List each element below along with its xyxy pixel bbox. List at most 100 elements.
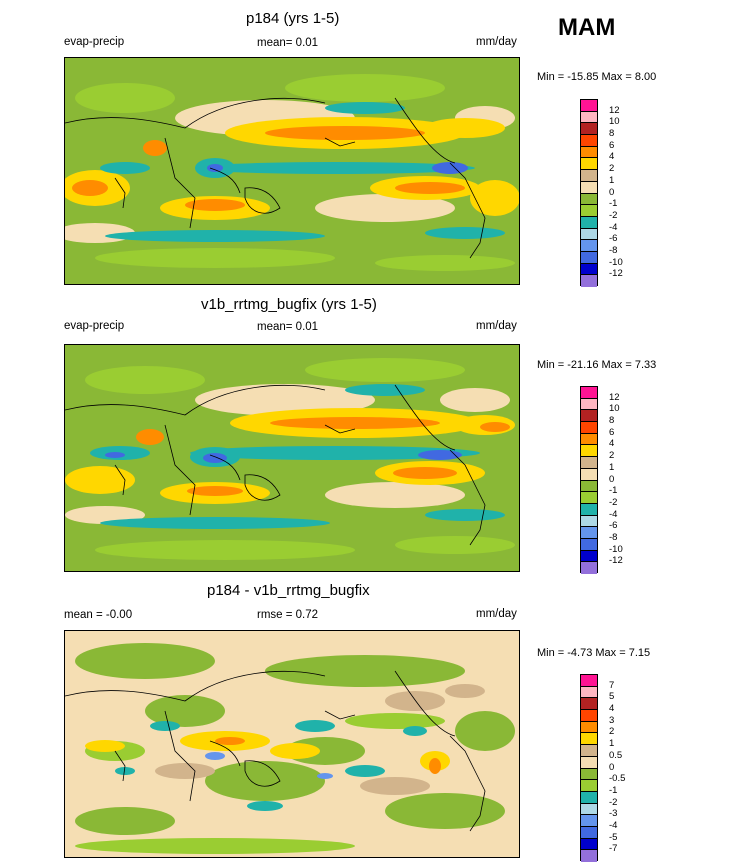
legend-swatch <box>581 492 597 504</box>
legend-label: 0 <box>609 473 615 485</box>
legend-swatch <box>581 445 597 458</box>
legend-swatch <box>581 815 597 827</box>
legend-swatch <box>581 698 597 711</box>
legend-label: -4 <box>609 221 618 233</box>
panel-3-legend <box>580 674 598 862</box>
legend-swatch <box>581 527 597 539</box>
legend-label: -5 <box>609 831 618 843</box>
panel-2-mean-label: mean= 0.01 <box>257 321 319 333</box>
legend-swatch <box>581 135 597 147</box>
legend-label: -8 <box>609 531 618 543</box>
legend-swatch <box>581 263 597 276</box>
legend-swatch <box>581 146 597 159</box>
legend-swatch <box>581 205 597 217</box>
legend-label: -10 <box>609 256 623 268</box>
legend-label: 0 <box>609 186 615 198</box>
legend-swatch <box>581 826 597 839</box>
legend-swatch <box>581 503 597 516</box>
legend-label: 3 <box>609 714 615 726</box>
legend-label: -6 <box>609 520 618 532</box>
legend-swatch <box>581 100 597 112</box>
legend-swatch <box>581 710 597 722</box>
panel-3-rmse-label: rmse = 0.72 <box>257 609 319 621</box>
legend-swatch <box>581 240 597 252</box>
panel-3-mean-label: mean = -0.00 <box>64 609 133 621</box>
panel-1-variable-label: evap-precip <box>64 36 125 48</box>
legend-swatch <box>581 275 597 287</box>
legend-swatch <box>581 387 597 399</box>
panel-1-mean-label: mean= 0.01 <box>257 37 319 49</box>
legend-swatch <box>581 123 597 136</box>
legend-label: 2 <box>609 163 615 175</box>
panel-2-title: v1b_rrtmg_bugfix (yrs 1-5) <box>201 296 377 313</box>
legend-swatch <box>581 686 597 699</box>
panel-2-variable-label: evap-precip <box>64 320 125 332</box>
legend-label: 1 <box>609 174 615 186</box>
legend-label: -2 <box>609 209 618 221</box>
legend-swatch <box>581 170 597 182</box>
legend-label: -1 <box>609 485 618 497</box>
legend-label: 0 <box>609 761 615 773</box>
legend-label: -12 <box>609 555 623 567</box>
legend-label: 12 <box>609 391 620 403</box>
legend-swatch <box>581 562 597 574</box>
legend-label: 0.5 <box>609 749 623 761</box>
legend-swatch <box>581 756 597 769</box>
legend-label: -8 <box>609 244 618 256</box>
legend-swatch <box>581 538 597 551</box>
legend-swatch <box>581 433 597 446</box>
legend-swatch <box>581 733 597 746</box>
panel-1-title: p184 (yrs 1-5) <box>246 10 340 27</box>
legend-label: -0.5 <box>609 773 626 785</box>
legend-swatch <box>581 768 597 781</box>
legend-swatch <box>581 803 597 816</box>
panel-3-map <box>64 630 520 858</box>
legend-label: 5 <box>609 691 615 703</box>
panel-2-minmax: Min = -21.16 Max = 7.33 <box>537 359 657 371</box>
legend-label: 4 <box>609 151 615 163</box>
legend-swatch <box>581 745 597 757</box>
legend-label: 1 <box>609 738 615 750</box>
legend-swatch <box>581 422 597 434</box>
legend-label: -7 <box>609 843 618 855</box>
legend-label: -10 <box>609 543 623 555</box>
legend-label: 4 <box>609 438 615 450</box>
panel-2-map <box>64 344 520 572</box>
legend-swatch <box>581 410 597 423</box>
legend-label: 8 <box>609 128 615 140</box>
legend-label: -6 <box>609 233 618 245</box>
legend-label: 2 <box>609 450 615 462</box>
legend-label: -3 <box>609 808 618 820</box>
legend-swatch <box>581 780 597 792</box>
legend-swatch <box>581 791 597 804</box>
panel-2-units-label: mm/day <box>476 320 517 332</box>
legend-swatch <box>581 550 597 563</box>
legend-swatch <box>581 675 597 687</box>
legend-label: -4 <box>609 508 618 520</box>
legend-label: 4 <box>609 703 615 715</box>
legend-label: -1 <box>609 198 618 210</box>
legend-swatch <box>581 216 597 229</box>
legend-label: 10 <box>609 403 620 415</box>
legend-label: -2 <box>609 496 618 508</box>
legend-label: 6 <box>609 426 615 438</box>
legend-swatch <box>581 468 597 481</box>
legend-label: 12 <box>609 104 620 116</box>
legend-label: 6 <box>609 139 615 151</box>
panel-3-units-label: mm/day <box>476 608 517 620</box>
legend-label: 2 <box>609 726 615 738</box>
legend-label: 1 <box>609 461 615 473</box>
season-label: MAM <box>558 14 616 41</box>
legend-swatch <box>581 193 597 206</box>
legend-swatch <box>581 850 597 862</box>
legend-swatch <box>581 251 597 264</box>
legend-swatch <box>581 721 597 734</box>
legend-swatch <box>581 158 597 171</box>
legend-label: -12 <box>609 268 623 280</box>
panel-1-legend <box>580 99 598 287</box>
legend-label: 7 <box>609 679 615 691</box>
legend-label: -4 <box>609 819 618 831</box>
panel-1-units-label: mm/day <box>476 36 517 48</box>
panel-3-minmax: Min = -4.73 Max = 7.15 <box>537 647 651 659</box>
legend-swatch <box>581 111 597 124</box>
